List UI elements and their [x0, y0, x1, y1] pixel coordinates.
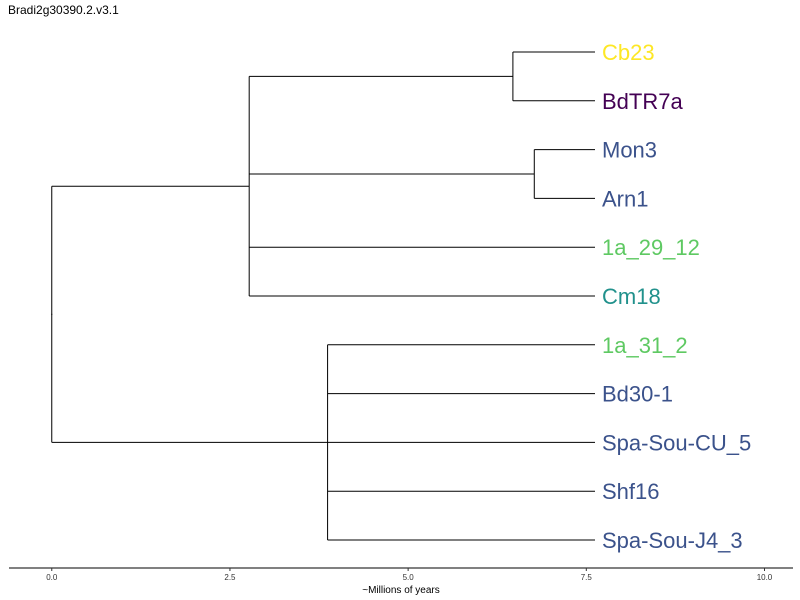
- tip-label: Arn1: [602, 186, 648, 211]
- tip-label: Spa-Sou-CU_5: [602, 430, 751, 455]
- tip-label: Cm18: [602, 284, 661, 309]
- tip-label: BdTR7a: [602, 89, 683, 114]
- x-tick-label: 0.0: [46, 573, 58, 582]
- tip-labels: Cb23 BdTR7a Mon3 Arn1 1a_29_12 Cm18 1a_31_2 Bd3…: [602, 40, 751, 553]
- x-axis-ticks: 0.0 2.5 5.0 7.5 10.0: [46, 568, 773, 582]
- tip-label: Spa-Sou-J4_3: [602, 528, 743, 553]
- tip-label: Shf16: [602, 479, 660, 504]
- tip-label: Mon3: [602, 138, 657, 163]
- x-axis-title: ~Millions of years: [362, 585, 440, 596]
- x-tick-label: 5.0: [403, 573, 415, 582]
- tip-label: 1a_31_2: [602, 333, 688, 358]
- tip-label: 1a_29_12: [602, 235, 700, 260]
- tip-label: Bd30-1: [602, 382, 673, 407]
- x-tick-label: 2.5: [224, 573, 236, 582]
- x-tick-label: 7.5: [581, 573, 593, 582]
- x-tick-label: 10.0: [757, 573, 773, 582]
- tip-label: Cb23: [602, 40, 655, 65]
- x-axis: 0.0 2.5 5.0 7.5 10.0 ~Millions of years: [9, 567, 793, 596]
- plot-title: Bradi2g30390.2.v3.1: [8, 3, 119, 17]
- tree-branches: [51, 51, 595, 541]
